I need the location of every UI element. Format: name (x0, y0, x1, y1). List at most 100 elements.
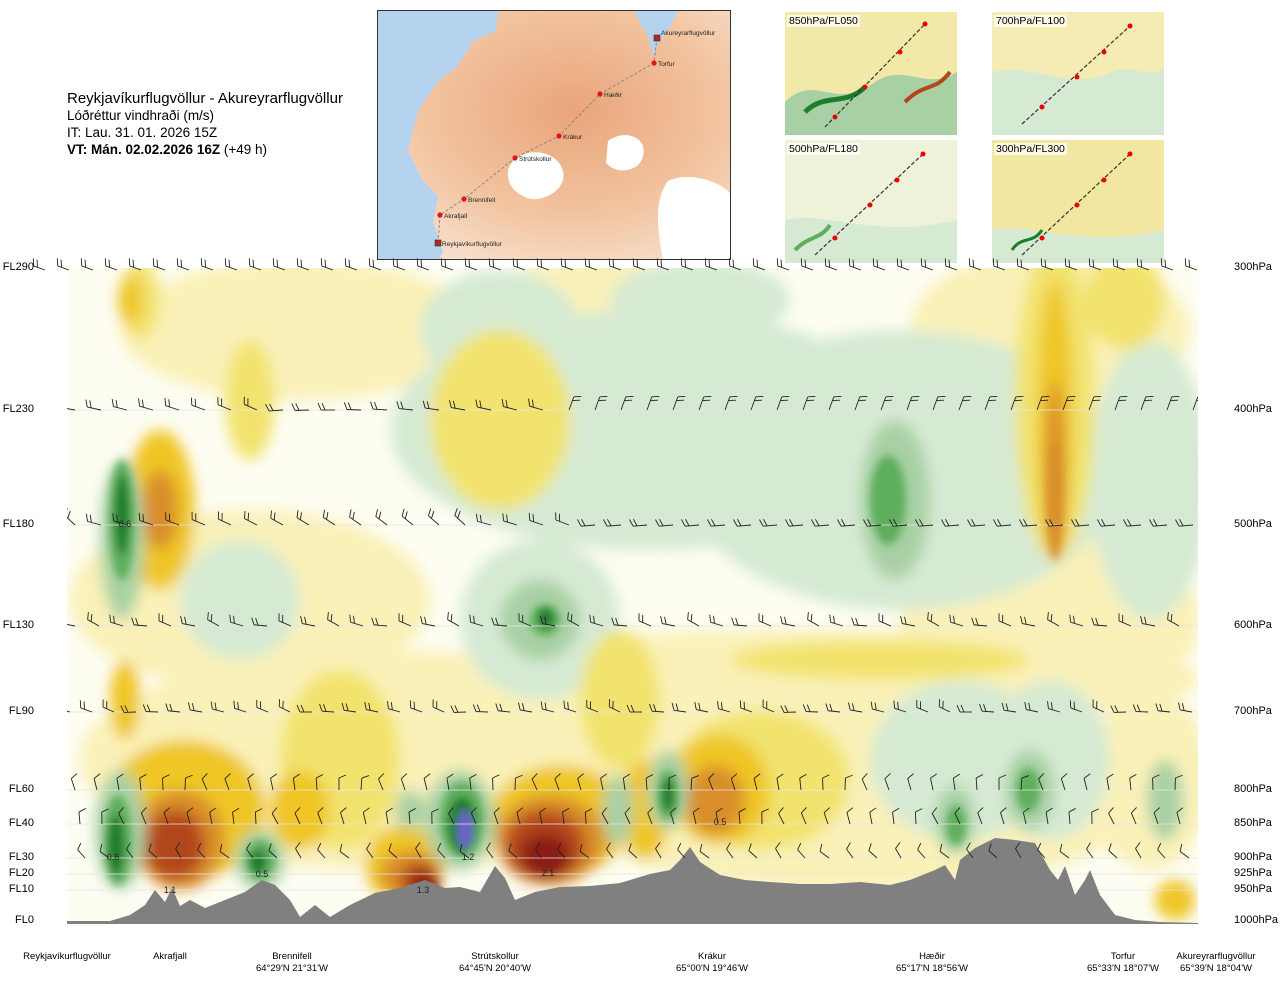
route-map: Akureyrarflugvöllur Torfur Hæðir Krákur Strú… (377, 10, 731, 260)
wind-barb (138, 512, 154, 526)
wind-barb (315, 774, 324, 791)
wind-barb (1001, 702, 1017, 713)
wind-barb (1108, 807, 1115, 825)
map-waypoint-marker (556, 133, 562, 139)
wind-barb (854, 395, 868, 411)
wind-barb (437, 842, 446, 859)
velocity-cell (495, 795, 605, 885)
wind-barb (201, 773, 208, 791)
velocity-cell (648, 750, 688, 830)
wind-barb (265, 403, 284, 412)
wind-barb (656, 258, 670, 271)
wind-barb (268, 843, 278, 859)
wind-barb (514, 774, 523, 791)
waypoint-name: Hæðir (919, 951, 945, 962)
wind-barb (469, 614, 484, 627)
velocity-cell (900, 530, 1198, 710)
wind-barb (1179, 844, 1190, 859)
velocity-core (657, 770, 679, 820)
wind-barb (601, 807, 609, 825)
wind-barb (825, 703, 841, 713)
waypoint-6: Torfur 65°33'N 18°07'W (1063, 951, 1183, 975)
wind-barb (338, 774, 347, 790)
wind-barb (432, 699, 445, 713)
velocity-core (538, 608, 554, 628)
wind-barb (448, 807, 455, 825)
wind-barb (67, 508, 76, 526)
velocity-core (1049, 440, 1061, 560)
wind-barb (1166, 395, 1180, 411)
y-tick-left-fl290: FL290 (2, 261, 34, 273)
y-tick-right-1000hpa: 1000hPa (1234, 914, 1279, 926)
wind-barb (668, 774, 677, 790)
thumbnail-850hpa[interactable]: 850hPa/FL050 (785, 12, 957, 135)
wind-barb (80, 258, 94, 271)
map-waypoint-marker (597, 91, 603, 97)
wind-barb (889, 518, 908, 527)
velocity-core (535, 850, 559, 870)
field-background (67, 268, 1198, 924)
wind-barb (56, 258, 70, 271)
sea-west (378, 11, 498, 259)
wind-barb (518, 613, 532, 627)
wind-barb (730, 773, 738, 791)
wind-barb (1091, 617, 1108, 627)
wind-barb (163, 807, 171, 825)
waypoint-name: Akrafjall (153, 951, 187, 962)
wind-barb (271, 807, 279, 825)
wind-barb (1130, 807, 1137, 825)
wind-barb (828, 395, 842, 411)
wind-barb (344, 258, 358, 271)
wind-barb (158, 613, 172, 627)
wind-barb (892, 807, 900, 825)
wind-barb (388, 843, 398, 859)
wind-barb (863, 518, 882, 527)
wind-barb (914, 808, 923, 825)
wind-barb (296, 510, 310, 526)
wind-barb (954, 807, 961, 825)
velocity-cell (100, 460, 144, 620)
wind-barb (717, 701, 731, 713)
wind-barb (217, 397, 232, 411)
wind-barb (966, 842, 974, 859)
wind-barb (1059, 844, 1070, 859)
wind-barb (998, 774, 1007, 790)
wind-barb (586, 699, 599, 713)
wind-barb (449, 400, 466, 411)
wind-barb (409, 700, 423, 713)
wind-barb (906, 395, 920, 411)
wind-barb (647, 807, 654, 825)
wind-barb (1047, 701, 1061, 713)
velocity-cell (870, 680, 1050, 840)
wind-barb (244, 511, 258, 526)
velocity-cell (270, 770, 330, 850)
wind-barb (930, 773, 937, 791)
wind-barb (101, 808, 109, 825)
wind-barb (1020, 775, 1030, 791)
thumbnail-500hpa[interactable]: 500hPa/FL180 (785, 140, 957, 263)
thumbnail-700hpa[interactable]: 700hPa/FL100 (992, 12, 1164, 135)
velocity-cell (125, 430, 195, 590)
wind-barb (362, 807, 370, 825)
wind-barb (600, 773, 607, 791)
wind-barb (126, 842, 134, 859)
wind-barb (1036, 395, 1050, 411)
wind-barb (594, 395, 608, 411)
wind-barb (560, 258, 574, 271)
y-tick-right-300hpa: 300hPa (1234, 261, 1272, 273)
wind-barb (611, 617, 628, 627)
velocity-cell (225, 340, 275, 460)
thumbnail-300hpa[interactable]: 300hPa/FL300 (992, 140, 1164, 263)
wind-barb (317, 402, 335, 411)
wind-barb (731, 617, 748, 627)
wind-barb (423, 773, 431, 791)
waypoint-coord: 65°00'N 19°46'W (676, 963, 748, 974)
wind-barb (247, 773, 254, 791)
velocity-cell (1045, 380, 1065, 560)
wind-barb (1010, 395, 1024, 411)
velocity-cell (365, 825, 445, 905)
wind-barb (464, 258, 478, 271)
y-tick-left-fl60: FL60 (8, 783, 34, 795)
map-waypoint-label: Brennifell (468, 197, 496, 204)
wind-barb (726, 842, 734, 859)
